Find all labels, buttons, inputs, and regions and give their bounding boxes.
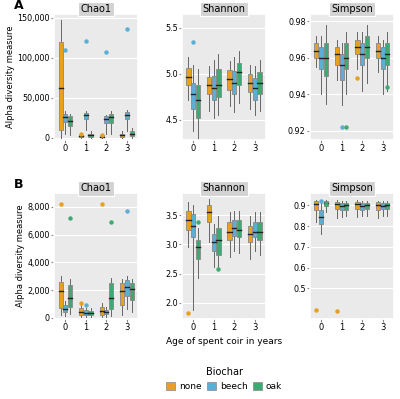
Y-axis label: Alpha diversity measure: Alpha diversity measure <box>6 26 14 128</box>
Bar <box>314 201 318 209</box>
Bar <box>340 54 344 80</box>
Bar <box>196 240 200 259</box>
Bar <box>130 131 134 136</box>
Bar <box>335 47 339 65</box>
X-axis label: Age of spent coir in years: Age of spent coir in years <box>166 336 282 346</box>
Text: A: A <box>14 0 23 12</box>
Bar <box>104 310 108 314</box>
Bar <box>258 222 262 240</box>
Bar <box>319 209 323 225</box>
Bar <box>120 283 124 305</box>
Title: Chao1: Chao1 <box>80 4 112 14</box>
Bar <box>381 203 385 209</box>
Bar <box>63 305 67 312</box>
Bar <box>68 116 72 126</box>
Bar <box>212 234 216 251</box>
Title: Chao1: Chao1 <box>80 183 112 193</box>
Bar <box>324 43 328 76</box>
Legend: none, beech, oak: none, beech, oak <box>163 364 285 395</box>
Bar <box>109 283 113 310</box>
Bar <box>68 284 72 307</box>
Bar <box>228 70 232 91</box>
Bar <box>253 79 257 100</box>
Bar <box>360 43 364 65</box>
Bar <box>109 114 113 122</box>
Bar <box>216 69 220 97</box>
Bar <box>335 202 339 209</box>
Bar <box>248 226 252 241</box>
Bar <box>212 76 216 100</box>
Bar <box>376 43 380 58</box>
Bar <box>376 202 380 209</box>
Bar <box>104 116 108 122</box>
Bar <box>228 222 232 240</box>
Bar <box>237 63 241 85</box>
Bar <box>125 280 129 296</box>
Title: Simpson: Simpson <box>331 4 373 14</box>
Bar <box>100 135 104 137</box>
Bar <box>186 211 190 230</box>
Bar <box>216 228 220 255</box>
Bar <box>356 202 360 209</box>
Bar <box>88 311 92 315</box>
Bar <box>125 112 129 119</box>
Bar <box>191 214 195 237</box>
Bar <box>207 205 211 222</box>
Bar <box>79 308 83 315</box>
Bar <box>248 74 252 92</box>
Title: Shannon: Shannon <box>202 183 246 193</box>
Bar <box>79 134 83 137</box>
Bar <box>84 310 88 315</box>
Bar <box>356 40 360 54</box>
Bar <box>324 201 328 206</box>
Bar <box>340 203 344 210</box>
Bar <box>385 203 390 209</box>
Bar <box>100 307 104 315</box>
Bar <box>344 203 348 209</box>
Bar <box>63 114 67 122</box>
Text: B: B <box>14 178 23 191</box>
Bar <box>58 282 63 308</box>
Title: Shannon: Shannon <box>202 4 246 14</box>
Bar <box>385 43 390 65</box>
Bar <box>365 203 369 209</box>
Bar <box>232 71 236 94</box>
Bar <box>365 36 369 58</box>
Bar <box>344 43 348 69</box>
Bar <box>207 77 211 94</box>
Bar <box>314 43 318 58</box>
Y-axis label: Alpha diversity measure: Alpha diversity measure <box>16 205 24 308</box>
Bar <box>253 222 257 237</box>
Bar <box>88 134 92 137</box>
Bar <box>186 68 190 85</box>
Bar <box>130 283 134 300</box>
Bar <box>237 220 241 237</box>
Bar <box>232 220 236 236</box>
Bar <box>120 134 124 137</box>
Bar <box>381 47 385 69</box>
Bar <box>84 113 88 119</box>
Bar <box>258 72 262 94</box>
Bar <box>196 85 200 118</box>
Bar <box>360 203 364 209</box>
Bar <box>191 83 195 109</box>
Bar <box>319 47 323 69</box>
Bar <box>58 42 63 130</box>
Title: Simpson: Simpson <box>331 183 373 193</box>
